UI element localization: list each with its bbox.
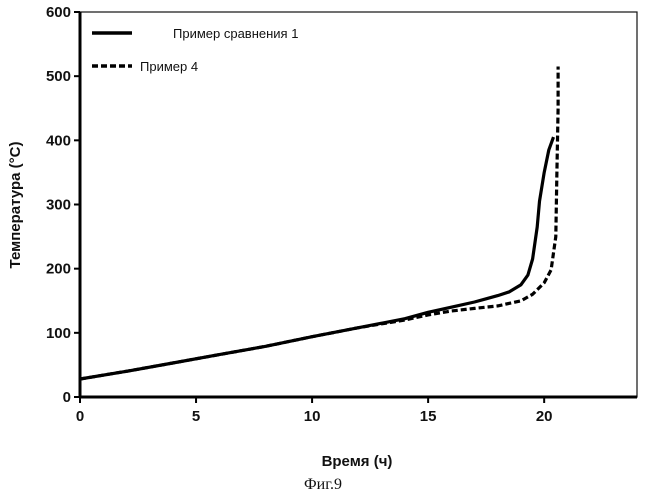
- figure-caption: Фиг.9: [0, 476, 646, 494]
- series-line-1: [80, 137, 554, 379]
- y-tick-label: 600: [46, 4, 71, 21]
- x-tick-label: 15: [420, 408, 437, 425]
- legend-label-1: Пример сравнения 1: [173, 26, 298, 41]
- series-line-2: [80, 67, 558, 380]
- y-tick-label: 400: [46, 132, 71, 149]
- y-axis-label: Температура (°C): [7, 142, 24, 269]
- x-tick-label: 5: [192, 408, 200, 425]
- y-tick-label: 500: [46, 68, 71, 85]
- x-tick-label: 20: [536, 408, 553, 425]
- x-tick-label: 0: [76, 408, 84, 425]
- x-tick-label: 10: [304, 408, 321, 425]
- y-tick-label: 200: [46, 261, 71, 278]
- y-tick-label: 100: [46, 325, 71, 342]
- x-axis-label: Время (ч): [322, 453, 393, 470]
- line-chart: 0 100 200 300 400 500 600 0 5 10 15 20 Пример сравн…: [0, 0, 646, 470]
- legend-label-2: Пример 4: [140, 59, 198, 74]
- y-tick-label: 0: [63, 389, 71, 406]
- y-tick-label: 300: [46, 197, 71, 214]
